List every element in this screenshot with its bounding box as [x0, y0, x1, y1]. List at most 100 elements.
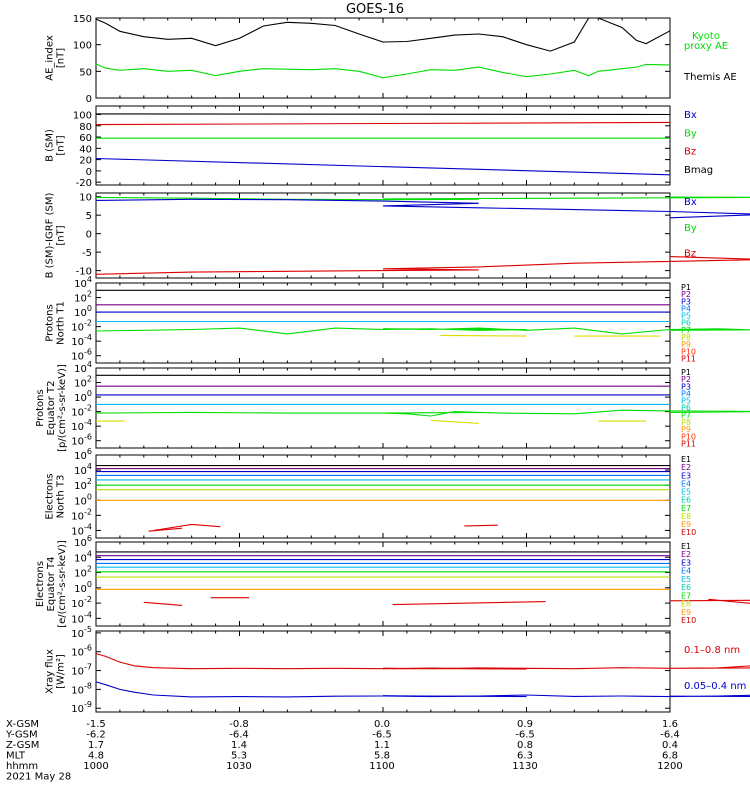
ephemeris-value: 1.6 — [662, 719, 678, 730]
y-tick-label: 104 — [74, 275, 92, 290]
legend-label: E3 — [681, 558, 691, 567]
y-tick-label: 10-4 — [71, 418, 92, 433]
y-tick-label: 104 — [74, 549, 92, 564]
y-tick-label: 102 — [74, 290, 92, 305]
y-tick-label: 10-6 — [71, 433, 92, 448]
legend-label: E1 — [681, 455, 691, 464]
series-segment — [430, 419, 479, 424]
y-tick-label: 100 — [74, 580, 92, 595]
ephemeris-value: 0.8 — [517, 740, 533, 751]
y-axis-title: [W/m²] — [56, 654, 67, 689]
y-tick-label: 60 — [79, 133, 92, 144]
y-tick-label: 0 — [86, 94, 92, 105]
legend-label: P5 — [681, 397, 691, 406]
legend-label: P3 — [681, 382, 691, 391]
legend-label: E2 — [681, 550, 691, 559]
y-tick-label: 10-2 — [71, 404, 92, 419]
series-line — [95, 198, 750, 219]
y-tick-label: 150 — [73, 14, 92, 25]
panel-frame — [95, 630, 671, 713]
series-line — [95, 157, 671, 176]
ephemeris-value: 6.3 — [517, 751, 533, 762]
y-tick-label: -10 — [76, 267, 92, 278]
ephemeris-value: -6.5 — [372, 730, 392, 741]
y-tick-label: 50 — [79, 67, 92, 78]
legend-label: P1 — [681, 283, 691, 292]
legend-label: Bx — [684, 110, 697, 121]
legend-label: P1 — [681, 368, 691, 377]
y-tick-label: 102 — [74, 375, 92, 390]
y-tick-label: 10-2 — [71, 507, 92, 522]
y-tick-label: 40 — [79, 144, 92, 155]
ephemeris-value: 6.8 — [662, 751, 678, 762]
legend-label: By — [684, 128, 697, 139]
y-tick-label: 10-2 — [71, 319, 92, 334]
ephemeris-value: 1100 — [369, 761, 394, 772]
y-tick-label: 100 — [73, 110, 92, 121]
panel-frame — [95, 17, 671, 99]
y-tick-label: 20 — [79, 156, 92, 167]
legend-label: E7 — [681, 504, 691, 513]
legend-label: P11 — [681, 354, 696, 363]
y-tick-label: 10-4 — [71, 610, 92, 625]
ephemeris-value: 1130 — [512, 761, 537, 772]
ephemeris-value: -6.2 — [86, 730, 106, 741]
legend-label: P2 — [681, 290, 691, 299]
legend-label: Bz — [684, 147, 696, 158]
y-axis-title: AE_index — [45, 35, 56, 81]
y-axis-title: B (SM)-IGRF (SM) — [45, 193, 56, 279]
ephemeris-value: -6.4 — [229, 730, 249, 741]
y-tick-label: 102 — [74, 477, 92, 492]
series-line — [95, 17, 671, 52]
y-tick-label: 10-6 — [71, 348, 92, 363]
y-tick-label: 106 — [74, 447, 92, 462]
y-tick-label: 10-4 — [71, 333, 92, 348]
legend-label: 0.05–0.4 nm — [684, 681, 746, 692]
ephemeris-value: 5.3 — [231, 751, 247, 762]
panel-8: 10-5 10-6 10-7 10-8 10-9 Xray flux [W/m²] 0.1–0… — [45, 625, 750, 715]
series-line — [95, 256, 750, 275]
y-axis-title: [nT] — [56, 225, 67, 245]
y-axis-title: Electrons — [35, 561, 46, 607]
y-tick-label: 10-9 — [71, 700, 92, 715]
ephemeris-value: 1.7 — [88, 740, 104, 751]
y-axis-title: Electrons — [45, 473, 56, 519]
y-tick-label: 100 — [74, 389, 92, 404]
ephemeris-value: -6.5 — [515, 730, 535, 741]
panel-frame — [95, 282, 671, 364]
legend-label: E5 — [681, 575, 691, 584]
legend-label: P10 — [681, 347, 696, 356]
y-tick-label: 5 — [86, 211, 92, 222]
y-tick-label: 10-5 — [71, 625, 92, 640]
legend-label: Bz — [684, 249, 696, 260]
ephemeris-row-label: X-GSM — [6, 719, 39, 730]
y-tick-label: 10-2 — [71, 595, 92, 610]
ephemeris-value: 5.8 — [374, 751, 390, 762]
ephemeris-row-label: Z-GSM — [6, 740, 39, 751]
panel-frame — [95, 541, 671, 627]
y-axis-title: B (SM) — [45, 129, 56, 162]
y-tick-label: 10 — [79, 193, 92, 204]
legend-label: P4 — [681, 389, 691, 398]
panel-frame — [95, 105, 671, 186]
legend-label: P8 — [681, 333, 691, 342]
y-axis-title: [e/(cm²-s-sr-keV)] — [57, 540, 68, 628]
legend-label: Bmag — [684, 165, 713, 176]
series-segment — [669, 599, 750, 602]
series-line — [95, 63, 671, 79]
legend-label: 0.1–0.8 nm — [684, 645, 740, 656]
legend-label: E9 — [681, 608, 691, 617]
ephemeris-value: 1200 — [657, 761, 682, 772]
legend-label: E8 — [681, 512, 691, 521]
legend-label: P6 — [681, 404, 691, 413]
legend-label: By — [684, 223, 697, 234]
footer-ephemeris: X-GSM -1.5 -0.8 0.0 0.9 1.6 Y-GSM -6.2 -6.4 -6.5 -… — [5, 719, 683, 783]
legend-label: P8 — [681, 418, 691, 427]
series-line — [95, 121, 671, 126]
series-segment — [464, 524, 498, 527]
